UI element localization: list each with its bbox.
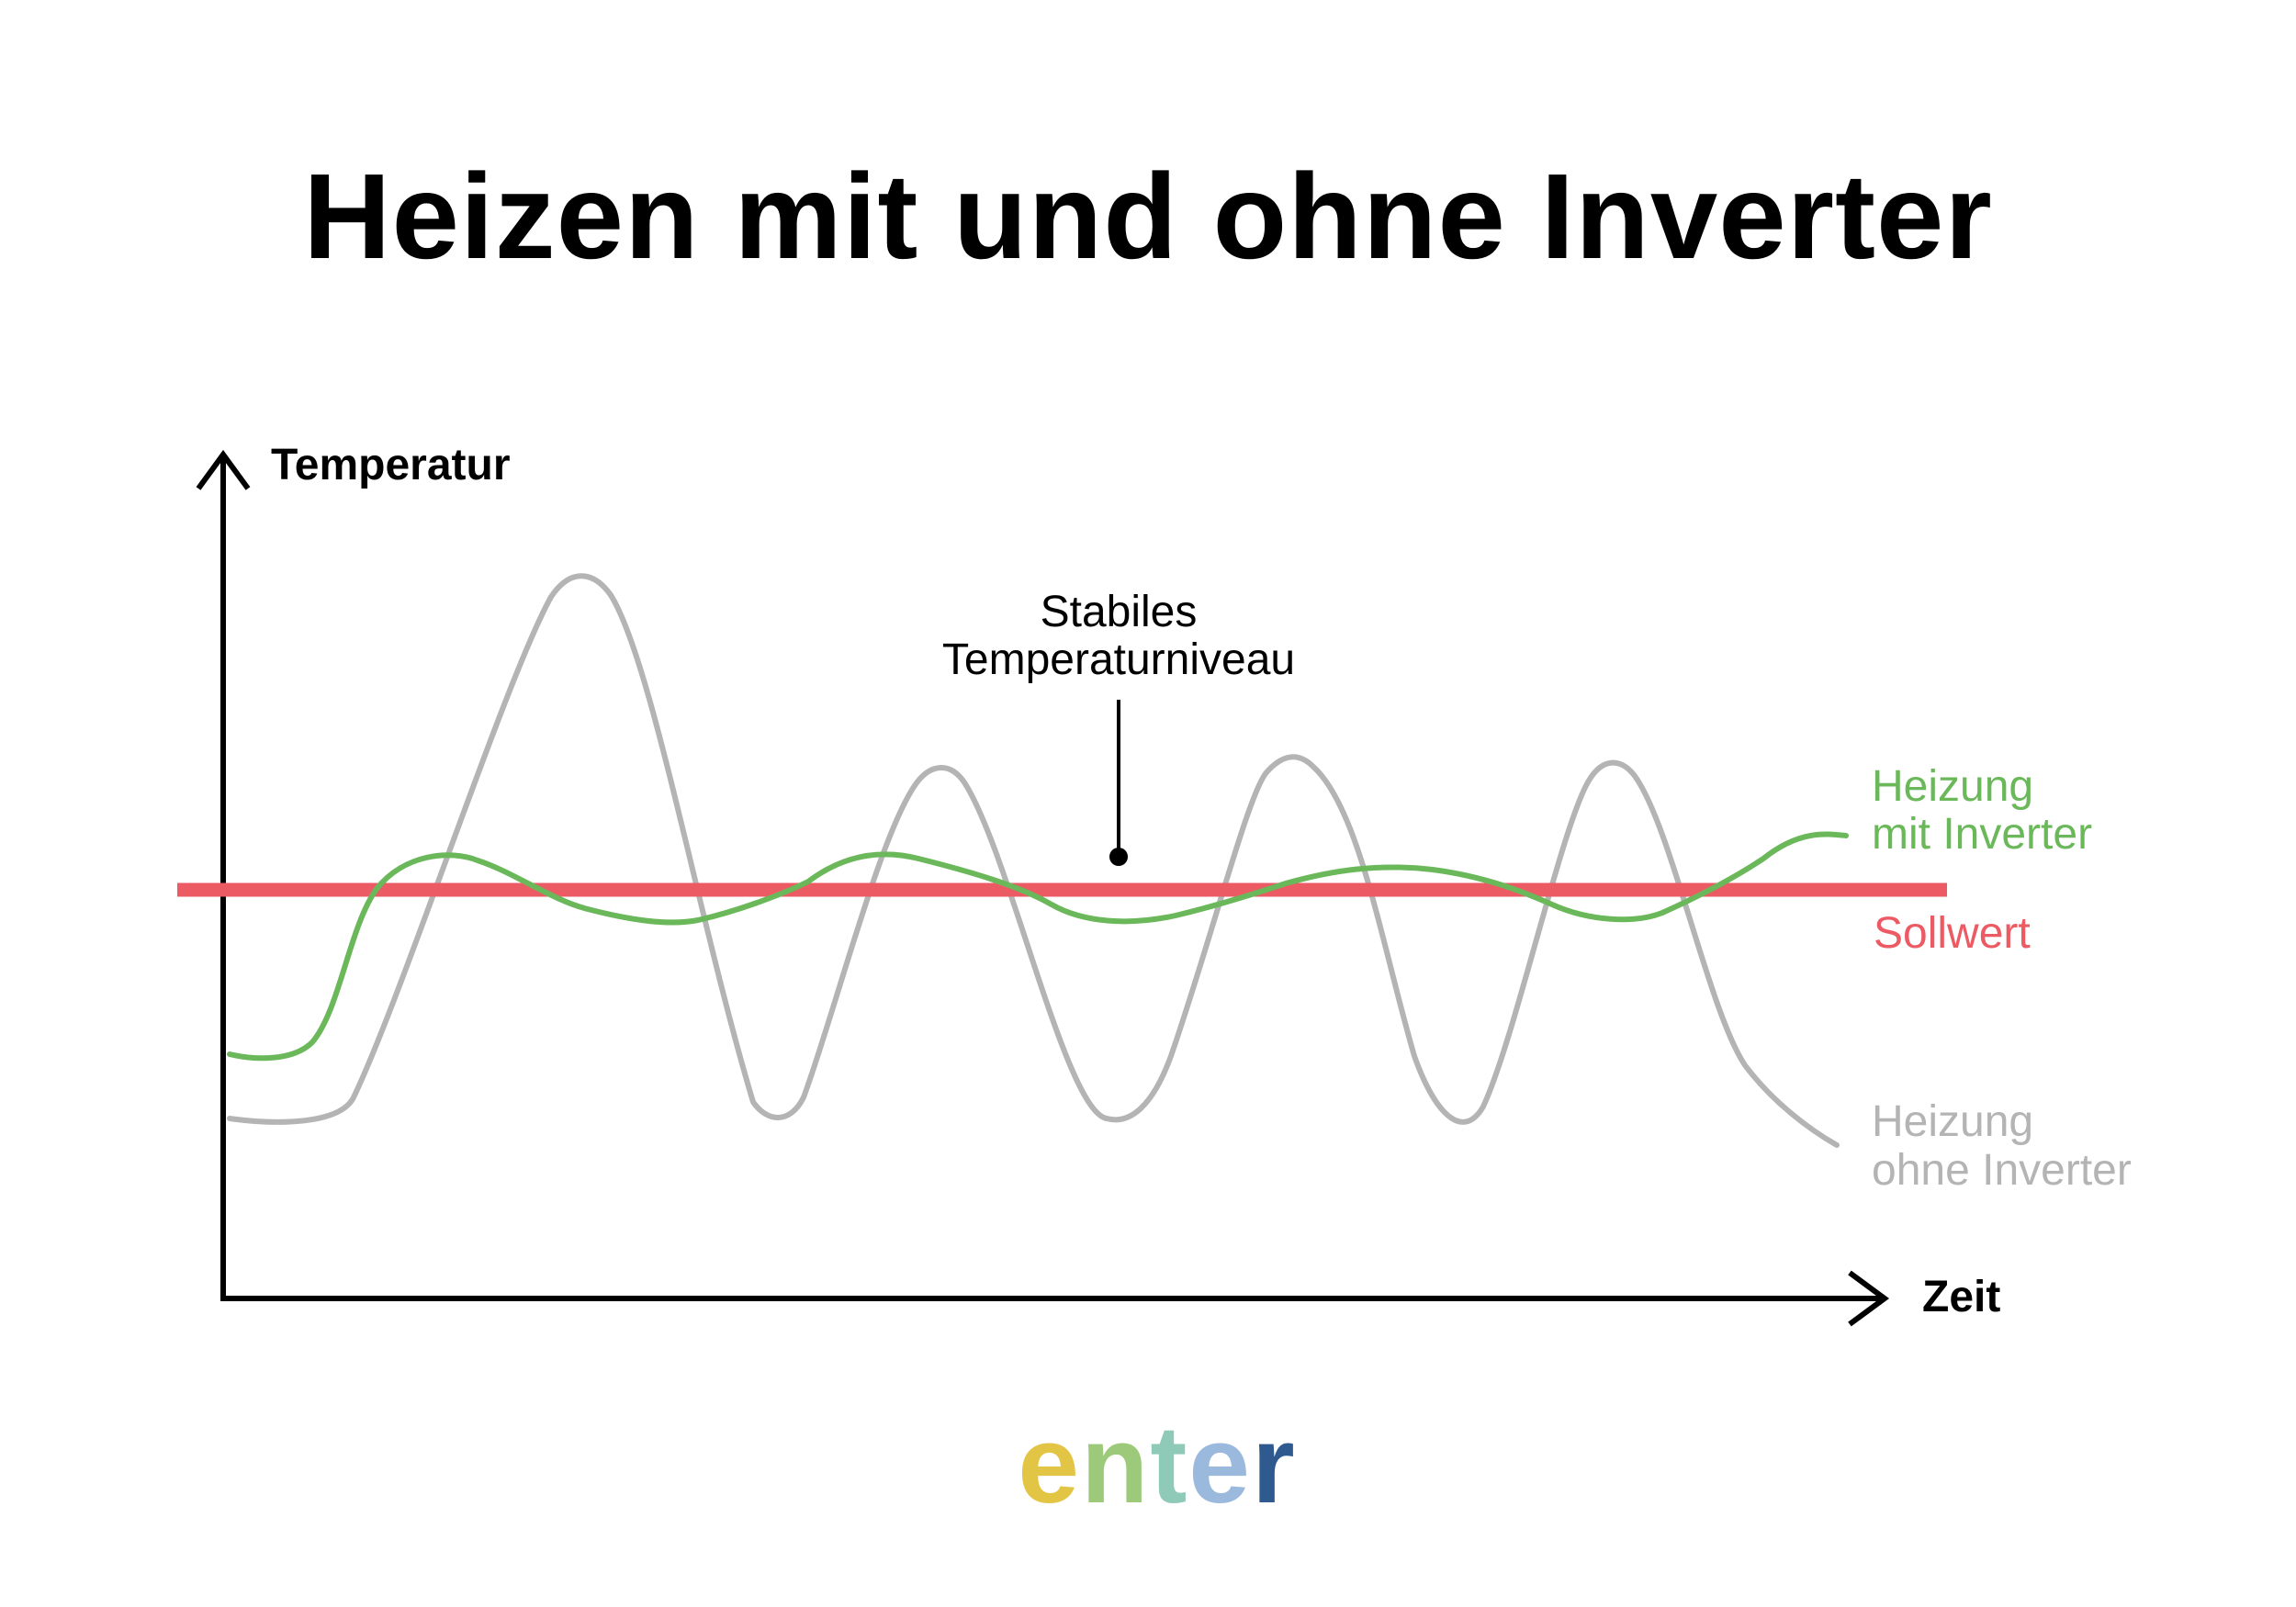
curve-without-inverter [227,573,1840,1148]
y-axis-label: Temperatur [271,441,511,489]
legend-without-inverter-line-2: ohne Inverter [1872,1146,2132,1195]
legend-with-inverter-line-2: mit Inverter [1872,810,2092,859]
page-title: Heizen mit und ohne Inverter [303,149,1993,284]
y-axis-arrowhead [196,449,251,490]
legend-with-inverter-line-1: Heizung [1872,762,2033,811]
logo-letter: e [1018,1403,1081,1526]
legend-without-inverter-line-1: Heizung [1872,1097,2033,1146]
annotation-line-2: Temperaturniveau [942,635,1295,684]
x-axis-arrowhead [1848,1270,1890,1327]
logo-letter: n [1081,1403,1151,1526]
logo-letter: r [1252,1403,1297,1526]
annotation-line-1: Stabiles [1041,588,1198,636]
annotation-pointer-dot [1109,848,1128,866]
logo-letter: t [1150,1403,1189,1526]
enter-logo: enter [1010,1410,1304,1520]
x-axis-label: Zeit [1922,1273,2000,1321]
logo-letter: e [1188,1403,1253,1526]
legend-setpoint: Sollwert [1874,909,2031,958]
curve-with-inverter [227,831,1849,1062]
